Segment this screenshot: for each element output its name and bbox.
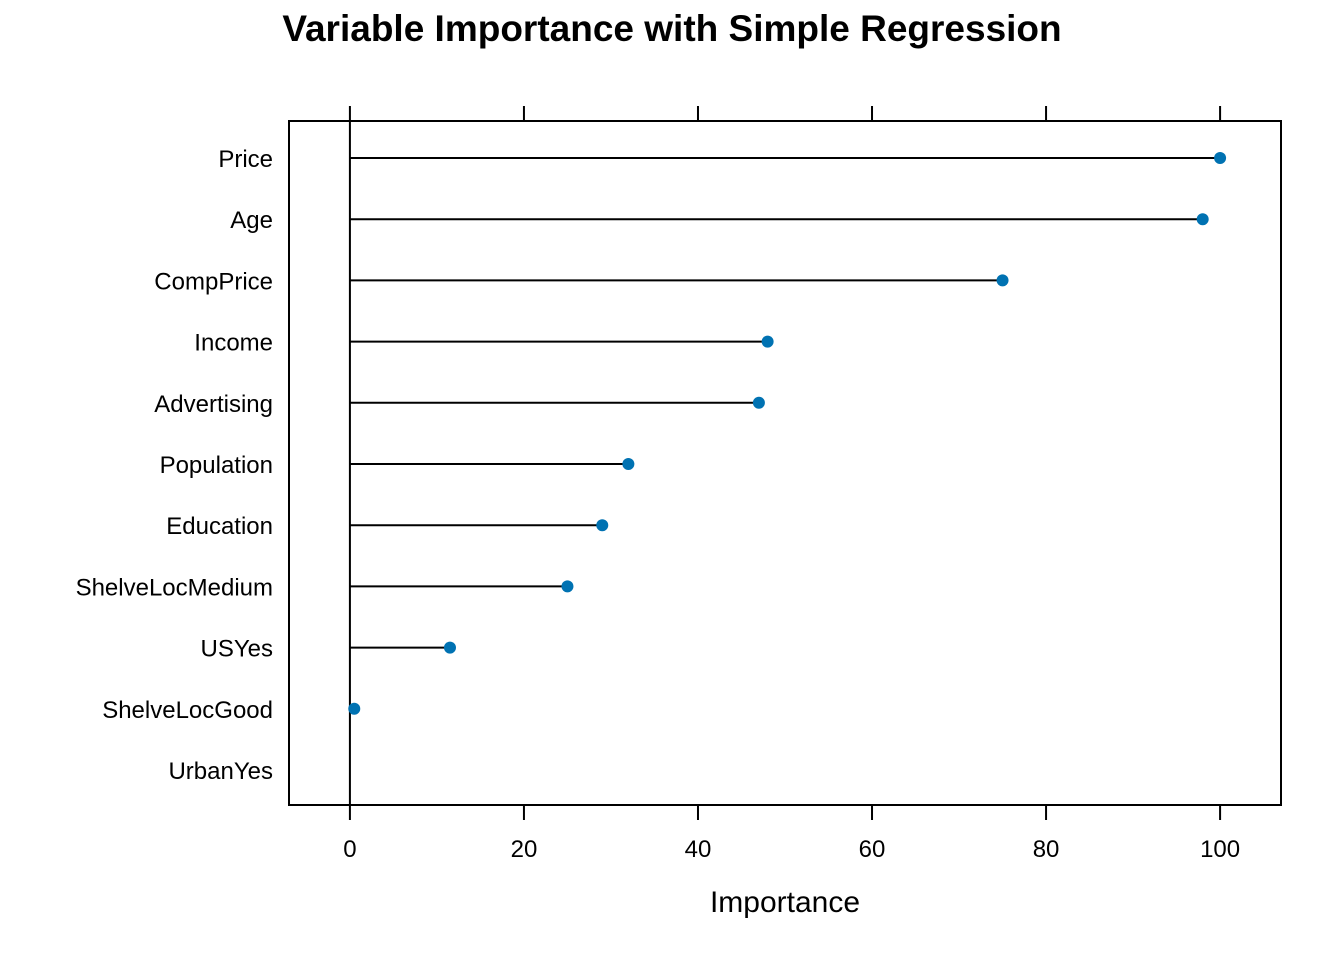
data-point bbox=[596, 519, 609, 532]
x-tick-label: 40 bbox=[685, 836, 712, 863]
category-label: Advertising bbox=[154, 391, 273, 418]
data-point bbox=[443, 641, 456, 654]
category-label: UrbanYes bbox=[168, 758, 273, 785]
data-point bbox=[348, 702, 361, 715]
x-axis-title: Importance bbox=[710, 886, 860, 919]
data-point bbox=[761, 335, 774, 348]
data-point bbox=[996, 274, 1009, 287]
top-axis-ticks bbox=[348, 106, 1222, 121]
x-tick-label: 60 bbox=[859, 836, 886, 863]
category-label: Income bbox=[194, 330, 273, 357]
category-label: Age bbox=[230, 207, 273, 234]
category-labels: Price Age CompPrice Income Advertising Popula… bbox=[76, 146, 273, 785]
data-point bbox=[1214, 152, 1227, 164]
category-label: USYes bbox=[201, 636, 274, 663]
x-tick-labels: 0 20 40 60 80 100 bbox=[343, 836, 1240, 863]
category-label: Population bbox=[160, 452, 273, 479]
data-point bbox=[561, 580, 574, 593]
x-tick-label: 20 bbox=[511, 836, 538, 863]
x-tick-label: 80 bbox=[1033, 836, 1060, 863]
category-label: ShelveLocGood bbox=[102, 697, 273, 724]
points bbox=[348, 152, 1227, 715]
x-tick-label: 0 bbox=[343, 836, 356, 863]
stems bbox=[349, 157, 1221, 710]
data-point bbox=[622, 458, 635, 470]
chart-title: Variable Importance with Simple Regressi… bbox=[282, 8, 1062, 49]
category-label: Education bbox=[166, 513, 273, 540]
category-label: Price bbox=[218, 146, 273, 173]
data-point bbox=[752, 396, 765, 409]
bottom-axis-ticks bbox=[348, 805, 1222, 820]
category-label: CompPrice bbox=[154, 268, 273, 295]
plot-frame bbox=[288, 120, 1282, 806]
category-label: ShelveLocMedium bbox=[76, 574, 273, 601]
data-point bbox=[1196, 213, 1209, 226]
x-tick-label: 100 bbox=[1200, 836, 1240, 863]
